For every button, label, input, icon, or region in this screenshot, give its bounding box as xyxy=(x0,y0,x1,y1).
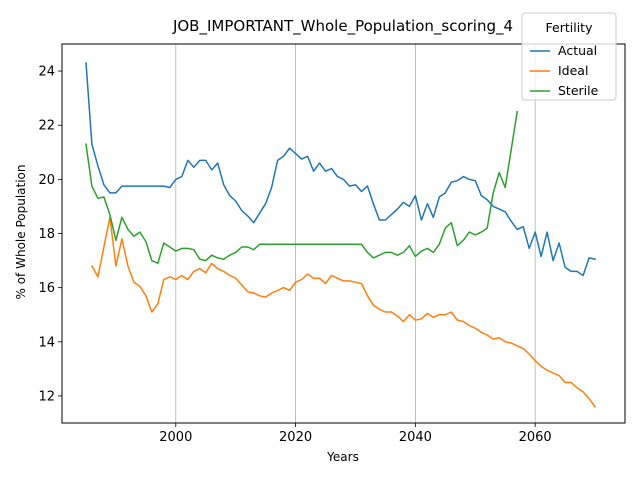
series-line-sterile xyxy=(85,110,519,265)
legend-label-ideal: Ideal xyxy=(558,63,588,78)
legend-title: Fertility xyxy=(546,20,594,35)
series-line-ideal xyxy=(90,216,597,408)
series-lines xyxy=(85,62,597,408)
y-axis-ticks: 12 14 16 18 20 22 24 xyxy=(38,65,62,404)
x-axis-label: Years xyxy=(326,450,359,464)
y-tick-label: 12 xyxy=(38,389,55,404)
legend-label-sterile: Sterile xyxy=(558,83,599,98)
legend: Fertility Actual Ideal Sterile xyxy=(521,12,617,101)
y-tick-label: 18 xyxy=(38,227,55,242)
y-axis-label: % of Whole Population xyxy=(14,165,28,300)
x-tick-label: 2020 xyxy=(279,430,312,445)
y-tick-label: 20 xyxy=(38,173,55,188)
x-axis-ticks: 2000 2020 2040 2060 xyxy=(159,423,552,445)
chart-title: JOB_IMPORTANT_Whole_Population_scoring_4 xyxy=(172,17,513,36)
series-line-actual xyxy=(85,62,596,277)
y-tick-label: 16 xyxy=(38,281,55,296)
y-tick-label: 24 xyxy=(38,65,55,80)
legend-box xyxy=(521,12,617,101)
x-tick-label: 2000 xyxy=(159,430,192,445)
y-tick-label: 22 xyxy=(38,119,55,134)
x-tick-label: 2040 xyxy=(399,430,432,445)
x-tick-label: 2060 xyxy=(519,430,552,445)
legend-label-actual: Actual xyxy=(558,43,597,58)
legend-entries: Actual Ideal Sterile xyxy=(530,43,599,98)
y-tick-label: 14 xyxy=(38,335,55,350)
